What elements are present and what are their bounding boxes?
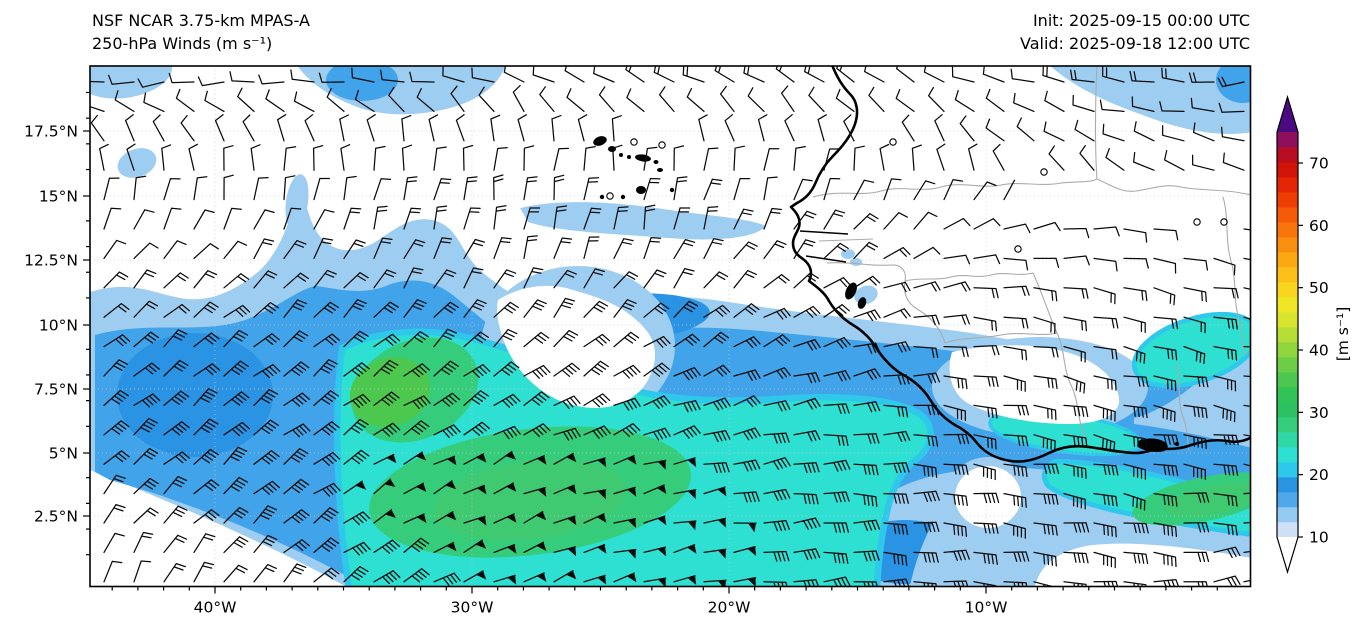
colorbar-tick-label: 30 <box>1309 404 1329 422</box>
init-time: Init: 2025-09-15 00:00 UTC <box>1032 11 1250 30</box>
axis-labels: 40°W 30°W 20°W 10°W 17.5°N 15°N 12.5°N 10°N 7.5°… <box>24 123 1007 617</box>
colorbar-tick-label: 20 <box>1309 466 1329 484</box>
lat-tick-label: 12.5°N <box>24 252 78 270</box>
calm-wind-circle <box>1193 218 1201 226</box>
island <box>593 136 607 146</box>
island <box>608 146 616 152</box>
lat-tick-label: 7.5°N <box>34 381 78 399</box>
lat-tick-label: 5°N <box>49 445 78 463</box>
calm-wind-circle <box>1040 168 1048 176</box>
chart-title: NSF NCAR 3.75-km MPAS-A 250-hPa Winds (m… <box>92 9 310 55</box>
lat-tick-label: 17.5°N <box>24 123 78 141</box>
island <box>636 186 646 194</box>
colorbar-tick-label: 50 <box>1309 279 1329 297</box>
calm-wind-circle <box>658 141 666 149</box>
country-border <box>1096 178 1251 196</box>
lon-tick-label: 20°W <box>708 599 751 617</box>
country-border <box>944 332 1058 344</box>
colorbar-tick-label: 40 <box>1309 342 1329 360</box>
country-border <box>1032 272 1058 334</box>
island <box>599 194 605 200</box>
calm-wind-circle <box>606 192 614 200</box>
valid-time: Valid: 2025-09-18 12:00 UTC <box>1019 34 1250 53</box>
lake <box>1137 438 1168 452</box>
island <box>845 282 857 300</box>
island <box>619 153 623 157</box>
colorbar-extend-below <box>1277 537 1298 572</box>
gridlines <box>90 66 1251 587</box>
island <box>627 155 631 159</box>
colorbar-tick-label: 60 <box>1309 217 1329 235</box>
geography <box>593 66 1251 463</box>
island <box>635 154 651 162</box>
country-border <box>1222 196 1246 356</box>
contour-fills <box>90 66 1251 587</box>
axis-ticks <box>83 91 1218 594</box>
lon-tick-label: 30°W <box>451 599 494 617</box>
plot-border <box>89 65 1252 588</box>
colorbar-tick-label: 70 <box>1309 155 1329 173</box>
calm-wind-circle <box>1014 245 1022 253</box>
calm-wind-circle <box>889 138 897 146</box>
country-border <box>1176 362 1190 452</box>
lat-tick-label: 2.5°N <box>34 508 78 526</box>
calm-wind-circle <box>1220 218 1228 226</box>
island <box>620 194 626 200</box>
wind-barbs <box>90 66 1251 587</box>
country-border <box>1056 332 1088 448</box>
island <box>857 297 867 309</box>
lat-tick-label: 15°N <box>39 188 78 206</box>
country-border <box>1094 66 1098 180</box>
field-name: 250-hPa Winds (m s⁻¹) <box>92 34 273 53</box>
lon-tick-label: 10°W <box>965 599 1008 617</box>
lat-tick-label: 10°N <box>39 317 78 335</box>
colorbar-tick-label: 10 <box>1309 529 1329 547</box>
model-name: NSF NCAR 3.75-km MPAS-A <box>92 11 310 30</box>
colorbar: 10 20 30 40 50 60 70 [m s⁻¹] <box>1276 94 1352 575</box>
country-border <box>818 238 874 242</box>
chart-times: Init: 2025-09-15 00:00 UTC Valid: 2025-0… <box>1020 9 1250 55</box>
colorbar-extend-above <box>1277 97 1298 132</box>
calm-wind-circle <box>630 138 638 146</box>
country-border <box>812 178 1098 198</box>
colorbar-unit-label: [m s⁻¹] <box>1334 307 1352 362</box>
lon-tick-label: 40°W <box>194 599 237 617</box>
island <box>669 187 675 193</box>
country-border <box>904 272 1034 282</box>
island <box>657 168 663 172</box>
island <box>653 160 659 164</box>
coastline <box>789 66 1251 463</box>
